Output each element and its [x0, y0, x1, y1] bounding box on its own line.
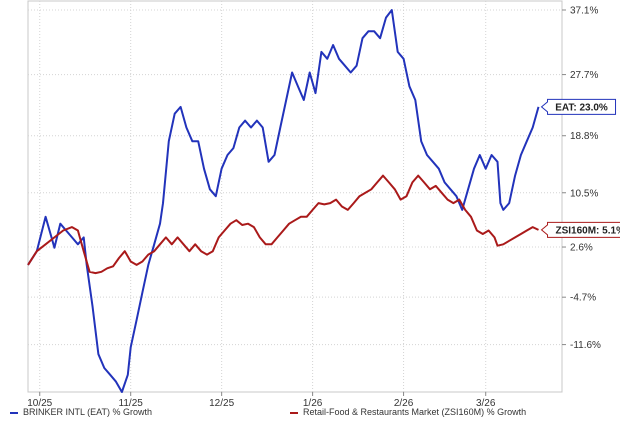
y-tick-label: 37.1%	[570, 6, 598, 17]
legend-item-eat: BRINKER INTL (EAT) % Growth	[10, 407, 152, 417]
x-tick-label: 3/26	[476, 398, 496, 409]
y-tick-label: -11.6%	[570, 340, 601, 351]
end-label-0: EAT: 23.0%	[540, 98, 617, 115]
y-tick-label: 10.5%	[570, 188, 598, 199]
y-tick-label: 18.8%	[570, 131, 598, 142]
y-tick-label: -4.7%	[570, 293, 596, 304]
y-tick-label: 27.7%	[570, 70, 598, 81]
x-tick-label: 12/25	[209, 398, 234, 409]
end-label-box	[540, 221, 620, 238]
legend: BRINKER INTL (EAT) % Growth Retail-Food …	[0, 406, 620, 422]
end-label-text: EAT: 23.0%	[555, 102, 608, 113]
legend-swatch-eat	[10, 411, 18, 414]
x-tick-label: 11/25	[119, 398, 144, 409]
legend-label-eat: BRINKER INTL (EAT) % Growth	[23, 407, 153, 417]
x-tick-label: 1/26	[303, 398, 323, 409]
legend-item-zsi160m: Retail-Food & Restaurants Market (ZSI160…	[290, 407, 526, 417]
end-label-1: ZSI160M: 5.1%	[540, 221, 620, 238]
legend-swatch-zsi160m	[290, 411, 298, 414]
plot-area	[27, 0, 563, 393]
end-label-box	[540, 98, 617, 115]
end-label-text: ZSI160M: 5.1%	[555, 225, 620, 236]
series-line-1	[27, 174, 539, 275]
x-tick-label: 10/25	[27, 398, 52, 409]
y-tick-label: 2.6%	[570, 243, 593, 254]
x-tick-label: 2/26	[394, 398, 414, 409]
legend-label-zsi160m: Retail-Food & Restaurants Market (ZSI160…	[303, 407, 527, 417]
series-line-0	[27, 9, 540, 393]
